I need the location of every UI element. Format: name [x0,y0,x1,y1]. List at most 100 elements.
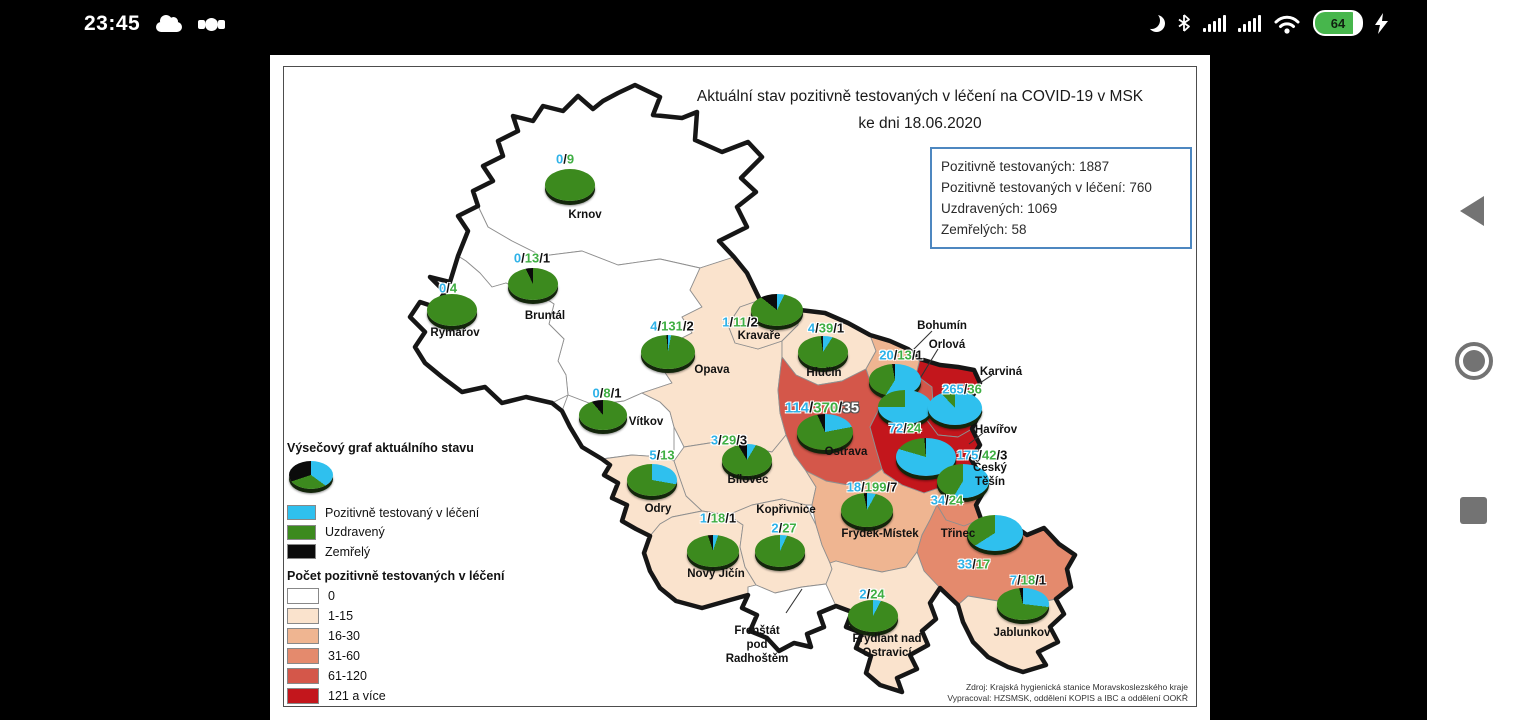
values-opava: 4/131/2 [650,318,694,334]
legend-pie-item-2-swatch [287,544,316,560]
legend-pie-title: Výsečový graf aktuálního stavu [287,441,474,455]
pie-chart-frydek-mistek [841,493,893,527]
pie-chart-hlucin [798,336,848,368]
pie-chart-karvina [928,391,982,425]
values-vitkov: 0/8/1 [592,385,622,401]
bluetooth-icon [1178,14,1190,32]
town-label-frydek-mistek: Frýdek-Místek [841,528,919,540]
battery-indicator: 64 [1313,10,1363,36]
legend-class-item-0-swatch [287,587,319,604]
town-label-bilovec: Bílovec [727,474,769,486]
town-label-karvina: Karviná [979,366,1023,378]
recents-button[interactable] [1460,497,1487,524]
legend-class-item-3: 31-60 [287,646,557,666]
battery-percent: 64 [1330,15,1346,31]
charging-bolt-icon [1375,12,1388,34]
values-bohumin: 20/13/1 [879,347,923,363]
legend-pie-item-1: Uzdravený [287,523,557,543]
region-outline [407,82,1078,695]
town-label-havirov: Havířov [974,424,1018,436]
town-label-bohumin: Bohumín [917,320,967,332]
values-hlucin: 4/39/1 [807,320,845,336]
summary-line: Pozitivně testovaných: 1887 [941,159,1110,174]
battery-fill [1315,12,1353,34]
values-odry: 5/13 [649,447,675,463]
values-havirov: 175/42/3 [956,447,1008,463]
town-label-vitkov: Vítkov [628,416,664,428]
map-title-line2: ke dni 18.06.2020 [858,115,982,132]
town-label-krnov: Krnov [568,209,602,221]
town-label-jablunkov: Jablunkov [993,627,1051,639]
status-bar-left: 23:45 [84,10,226,38]
legend-class-item-0-label: 0 [328,588,335,603]
pie-chart-trinec [967,515,1023,551]
summary-line: Pozitivně testovaných v léčení: 760 [941,180,1152,195]
town-label-novy-jicin: Nový Jičín [687,568,745,580]
legend-class-item-2-swatch [287,627,319,644]
legend-class-item-4-label: 61-120 [328,668,367,683]
pie-chart-odry [627,464,677,496]
summary-line: Zemřelých: 58 [941,222,1027,237]
legend-pie-item-1-label: Uzdravený [325,525,385,540]
pie-chart-vitkov [579,400,627,430]
pie-chart-kravare [751,294,803,326]
town-label-hlucin: Hlučín [806,367,842,379]
pie-chart-bruntal [508,268,558,300]
home-button[interactable] [1455,342,1493,380]
legend-class-item-1-label: 1-15 [328,608,354,623]
signal-icon-2 [1238,14,1261,32]
map-frame [283,66,1197,707]
legend-class-items: 0 1-15 16-30 31-60 61-120 121 a více [287,586,557,706]
legend: Výsečový graf aktuálního stavu Pozitivně… [287,441,557,706]
legend-pie-item-0-label: Pozitivně testovaný v léčení [325,505,480,520]
map-title-line1: Aktuální stav pozitivně testovaných v lé… [696,88,1144,105]
pie-chart-cesky-tesin [937,464,989,498]
pie-chart-novy-jicin [687,535,739,567]
town-markers-layer: 0/9 Krnov 0/13/1 Bruntál 0/4 Rýmařov 0/8/1 Vítk… [270,55,1210,720]
values-frydek-mistek: 18/199/7 [846,479,898,495]
values-kravare: 1/11/2 [722,314,758,330]
legend-choropleth-title: Počet pozitivně testovaných v léčení [287,568,505,583]
legend-class-item-5: 121 a více [287,686,557,706]
town-label-koprivnice: Kopřivnice [756,504,816,516]
pie-chart-rymarov [427,294,477,326]
town-label-opava: Opava [694,364,730,376]
legend-class-item-1: 1-15 [287,606,557,626]
values-trinec: 33/17 [957,556,991,572]
legend-pie-item-0-swatch [287,505,316,521]
town-label-rymarov: Rýmařov [430,327,480,339]
values-bruntal: 0/13/1 [513,250,551,266]
source-line2: Vypracoval: HZSMSK, oddělení KOPIS a IBC… [947,693,1188,703]
town-label-frenstat: Frenštát pod Radhoštěm [725,625,789,665]
town-label-kravare: Kravaře [737,330,781,342]
legend-pie-items: Pozitivně testovaný v léčení Uzdravený Zem… [287,503,557,562]
source-note: Zdroj: Krajská hygienická stanice Moravs… [810,682,1188,704]
map-image[interactable]: 0/9 Krnov 0/13/1 Bruntál 0/4 Rýmařov 0/8/1 Vítk… [270,55,1210,720]
legend-pie-item-0: Pozitivně testovaný v léčení [287,503,557,523]
pie-chart-krnov [545,169,595,201]
values-ostrava: 114/370/35 [784,399,860,417]
legend-pie-item-1-swatch [287,524,316,540]
values-jablunkov: 7/18/1 [1009,572,1047,588]
legend-pie-item-2: Zemřelý [287,542,557,562]
legend-class-item-1-swatch [287,607,319,624]
legend-class-item-0: 0 [287,586,557,606]
legend-class-item-5-label: 121 a více [328,688,386,703]
town-label-frydlant: Frýdlant nad Ostravicí [852,633,922,659]
town-label-odry: Odry [644,503,672,515]
legend-class-item-2-label: 16-30 [328,628,360,643]
values-frydlant: 2/24 [859,586,885,602]
town-label-orlova: Orlová [928,339,966,351]
town-label-ostrava: Ostrava [824,446,868,458]
back-button[interactable] [1460,196,1484,226]
legend-class-item-4: 61-120 [287,666,557,686]
navigation-bar [1427,0,1520,720]
pie-chart-koprivnice [755,535,805,567]
values-novy-jicin: 1/18/1 [699,510,737,526]
summary-line: Uzdravených: 1069 [941,201,1058,216]
legend-pie-item-2-label: Zemřelý [325,544,371,559]
legend-class-item-4-swatch [287,667,319,684]
pie-chart-bilovec [722,444,772,476]
summary-box: Pozitivně testovaných: 1887 Pozitivně tes… [930,147,1192,249]
